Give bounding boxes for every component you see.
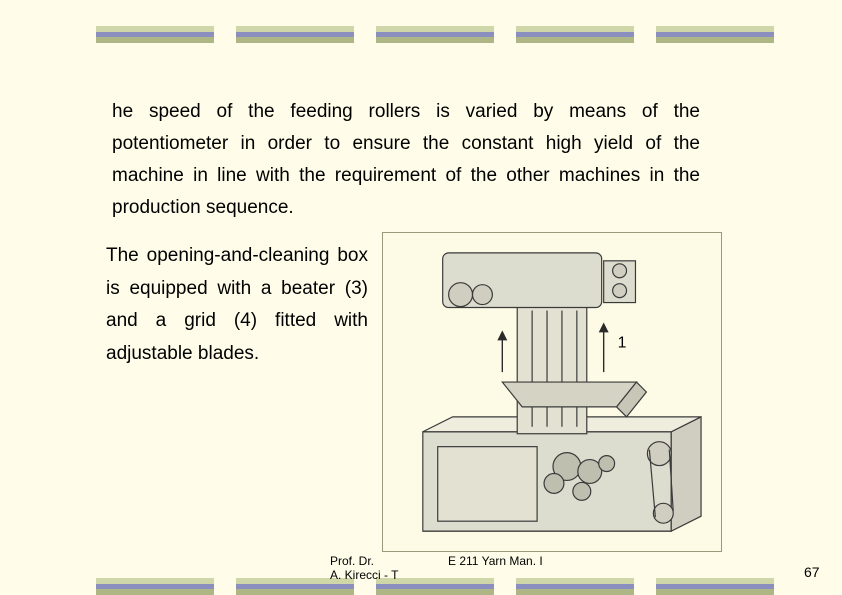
page-number: 67	[804, 564, 820, 580]
decor-bars-top	[96, 26, 774, 43]
body-paragraph-2: The opening-and-cleaning box is equipped…	[106, 240, 368, 371]
footer-author-line2: A. Kirecci - T	[330, 568, 398, 582]
footer-course: E 211 Yarn Man. I	[448, 555, 543, 569]
diagram-annotation-1: 1	[618, 334, 627, 351]
footer-author-line1: Prof. Dr.	[330, 554, 374, 568]
decor-bars-bottom	[96, 578, 774, 595]
machine-diagram: 1	[382, 232, 722, 552]
body-paragraph-1: he speed of the feeding rollers is varie…	[112, 96, 700, 224]
footer-author: Prof. Dr. A. Kirecci - T	[330, 555, 430, 583]
